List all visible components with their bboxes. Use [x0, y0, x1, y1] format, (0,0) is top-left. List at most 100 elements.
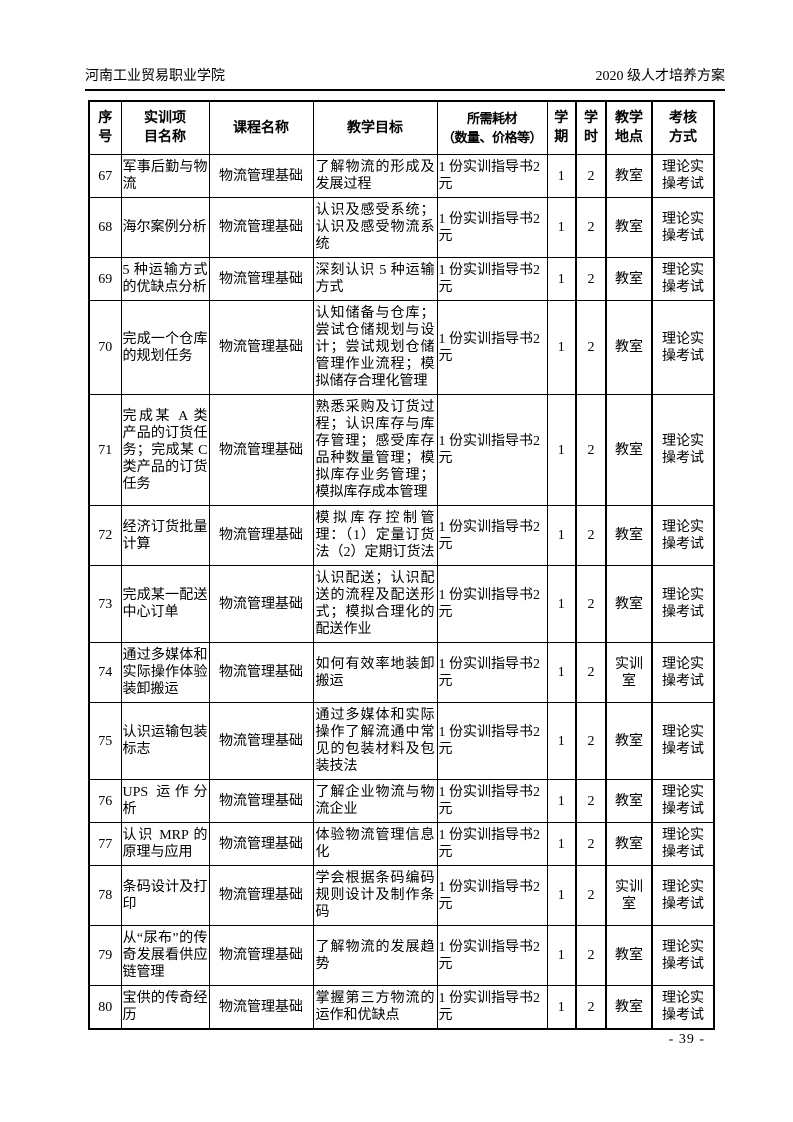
- cell-teaching-objective: 了解物流的发展趋势: [312, 925, 438, 986]
- cell-project-name: 条码设计及打印: [120, 865, 210, 926]
- cell-project-name: 完成某 A 类产品的订货任务；完成某 C 类产品的订货任务: [120, 394, 210, 506]
- cell-semester: 1: [546, 985, 577, 1030]
- cell-materials: 1 份实训指导书2 元: [436, 925, 548, 986]
- cell-course-name: 物流管理基础: [208, 257, 314, 301]
- cell-project-name: 认识运输包装标志: [120, 702, 210, 780]
- cell-materials: 1 份实训指导书2 元: [436, 702, 548, 780]
- cell-course-name: 物流管理基础: [208, 822, 314, 866]
- program-title: 2020 级人才培养方案: [595, 69, 726, 84]
- cell-course-name: 物流管理基础: [208, 985, 314, 1030]
- cell-project-name: 军事后勤与物流: [120, 154, 210, 198]
- cell-semester: 1: [546, 154, 577, 198]
- table-row: 78 条码设计及打印 物流管理基础 学会根据条码编码规则设计及制作条码 1 份实…: [88, 865, 715, 926]
- table-header-row: 序 号 实训项 目名称 课程名称 教学目标 所需耗材 （数量、价格等） 学 期 …: [88, 100, 715, 155]
- cell-location: 教室: [605, 702, 653, 780]
- cell-semester: 1: [546, 865, 577, 926]
- cell-location: 实训室: [605, 642, 653, 703]
- col-header-course: 课程名称: [208, 100, 314, 155]
- cell-location: 教室: [605, 257, 653, 301]
- cell-hours: 2: [575, 642, 607, 703]
- cell-project-name: UPS 运作分析: [120, 779, 210, 823]
- table-row: 71 完成某 A 类产品的订货任务；完成某 C 类产品的订货任务 物流管理基础 …: [88, 394, 715, 506]
- table-row: 75 认识运输包装标志 物流管理基础 通过多媒体和实际操作了解流通中常见的包装材…: [88, 702, 715, 780]
- table-row: 80 宝供的传奇经历 物流管理基础 掌握第三方物流的运作和优缺点 1 份实训指导…: [88, 985, 715, 1030]
- cell-assessment: 理论实操考试: [651, 925, 715, 986]
- cell-no: 75: [88, 702, 122, 780]
- cell-project-name: 宝供的传奇经历: [120, 985, 210, 1030]
- cell-materials: 1 份实训指导书2 元: [436, 565, 548, 643]
- cell-no: 79: [88, 925, 122, 986]
- cell-materials: 1 份实训指导书2 元: [436, 865, 548, 926]
- cell-no: 69: [88, 257, 122, 301]
- cell-assessment: 理论实操考试: [651, 565, 715, 643]
- col-header-no: 序 号: [88, 100, 122, 155]
- table-row: 74 通过多媒体和实际操作体验装卸搬运 物流管理基础 如何有效率地装卸搬运 1 …: [88, 642, 715, 703]
- cell-materials: 1 份实训指导书2 元: [436, 197, 548, 258]
- cell-course-name: 物流管理基础: [208, 642, 314, 703]
- cell-materials: 1 份实训指导书2 元: [436, 394, 548, 506]
- cell-teaching-objective: 深刻认识 5 种运输方式: [312, 257, 438, 301]
- cell-teaching-objective: 掌握第三方物流的运作和优缺点: [312, 985, 438, 1030]
- cell-project-name: 海尔案例分析: [120, 197, 210, 258]
- cell-location: 教室: [605, 300, 653, 395]
- cell-teaching-objective: 认知储备与仓库；尝试仓储规划与设计；尝试规划仓储管理作业流程；模拟储存合理化管理: [312, 300, 438, 395]
- cell-course-name: 物流管理基础: [208, 300, 314, 395]
- col-header-materials: 所需耗材 （数量、价格等）: [436, 100, 548, 155]
- cell-assessment: 理论实操考试: [651, 642, 715, 703]
- cell-no: 72: [88, 505, 122, 566]
- cell-teaching-objective: 认识及感受系统；认识及感受物流系统: [312, 197, 438, 258]
- cell-semester: 1: [546, 300, 577, 395]
- cell-course-name: 物流管理基础: [208, 394, 314, 506]
- cell-materials: 1 份实训指导书2 元: [436, 300, 548, 395]
- cell-course-name: 物流管理基础: [208, 197, 314, 258]
- cell-semester: 1: [546, 565, 577, 643]
- page-number: - 39 -: [668, 1032, 705, 1047]
- cell-course-name: 物流管理基础: [208, 154, 314, 198]
- school-name: 河南工业贸易职业学院: [85, 69, 225, 84]
- cell-semester: 1: [546, 925, 577, 986]
- cell-materials: 1 份实训指导书2 元: [436, 822, 548, 866]
- cell-course-name: 物流管理基础: [208, 779, 314, 823]
- cell-teaching-objective: 了解企业物流与物流企业: [312, 779, 438, 823]
- cell-semester: 1: [546, 505, 577, 566]
- cell-location: 教室: [605, 779, 653, 823]
- col-header-objective: 教学目标: [312, 100, 438, 155]
- cell-no: 77: [88, 822, 122, 866]
- cell-project-name: 完成某一配送中心订单: [120, 565, 210, 643]
- cell-materials: 1 份实训指导书2 元: [436, 779, 548, 823]
- table-row: 68 海尔案例分析 物流管理基础 认识及感受系统；认识及感受物流系统 1 份实训…: [88, 197, 715, 258]
- cell-hours: 2: [575, 300, 607, 395]
- cell-assessment: 理论实操考试: [651, 985, 715, 1030]
- cell-assessment: 理论实操考试: [651, 779, 715, 823]
- cell-hours: 2: [575, 925, 607, 986]
- cell-teaching-objective: 如何有效率地装卸搬运: [312, 642, 438, 703]
- training-projects-table: 序 号 实训项 目名称 课程名称 教学目标 所需耗材 （数量、价格等） 学 期 …: [88, 100, 715, 1030]
- cell-teaching-objective: 了解物流的形成及发展过程: [312, 154, 438, 198]
- cell-course-name: 物流管理基础: [208, 565, 314, 643]
- cell-location: 教室: [605, 985, 653, 1030]
- cell-hours: 2: [575, 394, 607, 506]
- col-header-location: 教学 地点: [605, 100, 653, 155]
- cell-no: 71: [88, 394, 122, 506]
- cell-hours: 2: [575, 822, 607, 866]
- cell-location: 教室: [605, 505, 653, 566]
- cell-hours: 2: [575, 154, 607, 198]
- cell-assessment: 理论实操考试: [651, 394, 715, 506]
- cell-location: 教室: [605, 154, 653, 198]
- cell-project-name: 完成一个仓库的规划任务: [120, 300, 210, 395]
- table-row: 72 经济订货批量计算 物流管理基础 模拟库存控制管理：（1）定量订货法（2）定…: [88, 505, 715, 566]
- table-row: 69 5 种运输方式的优缺点分析 物流管理基础 深刻认识 5 种运输方式 1 份…: [88, 257, 715, 301]
- cell-course-name: 物流管理基础: [208, 702, 314, 780]
- cell-teaching-objective: 熟悉采购及订货过程；认识库存与库存管理；感受库存品种数量管理；模拟库存业务管理；…: [312, 394, 438, 506]
- cell-hours: 2: [575, 197, 607, 258]
- cell-teaching-objective: 通过多媒体和实际操作了解流通中常见的包装材料及包装技法: [312, 702, 438, 780]
- cell-hours: 2: [575, 565, 607, 643]
- cell-no: 67: [88, 154, 122, 198]
- table-row: 70 完成一个仓库的规划任务 物流管理基础 认知储备与仓库；尝试仓储规划与设计；…: [88, 300, 715, 395]
- cell-teaching-objective: 体验物流管理信息化: [312, 822, 438, 866]
- col-header-project: 实训项 目名称: [120, 100, 210, 155]
- cell-assessment: 理论实操考试: [651, 300, 715, 395]
- cell-hours: 2: [575, 865, 607, 926]
- col-header-hours: 学 时: [575, 100, 607, 155]
